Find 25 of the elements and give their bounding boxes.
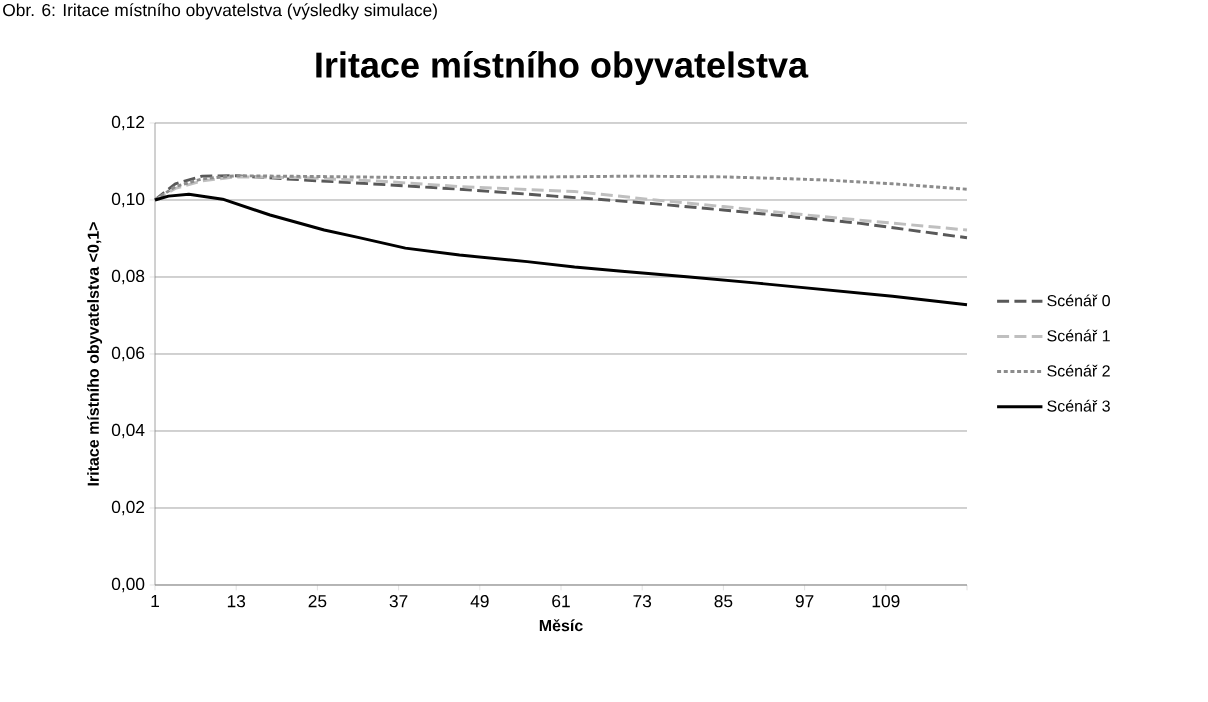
y-axis-title: Iritace místního obyvatelstva <0,1> [87,222,103,486]
legend-label: Scénář 1 [1047,329,1110,342]
y-tick-label: 0,10 [111,192,145,208]
x-tick-label: 73 [633,595,652,608]
x-axis-title: Měsíc [539,619,583,632]
y-tick-label: 0,08 [111,269,145,285]
legend-label: Scénář 0 [1047,294,1110,307]
legend-label: Scénář 2 [1047,364,1110,377]
y-tick-label: 0,04 [111,423,145,439]
x-tick-label: 1 [151,595,159,607]
y-tick-label: 0,06 [111,346,145,362]
x-tick-label: 61 [552,595,570,608]
x-tick-label: 13 [227,595,246,608]
x-tick-label: 97 [795,595,814,608]
text: Obr. 6: Iritace místního obyvatelstva (výsledky simulace) [3,3,437,20]
y-tick-label: 0,00 [111,577,145,593]
x-tick-label: 109 [872,595,900,608]
chart-title: Iritace místního obyvatelstva [316,51,809,85]
x-tick-label: 25 [308,595,327,608]
x-tick-label: 37 [389,595,408,608]
x-tick-label: 49 [470,595,489,608]
y-tick-label: 0,02 [111,500,145,516]
legend-label: Scénář 3 [1047,399,1110,412]
x-tick-label: 85 [714,595,733,608]
y-tick-label: 0,12 [111,115,145,131]
